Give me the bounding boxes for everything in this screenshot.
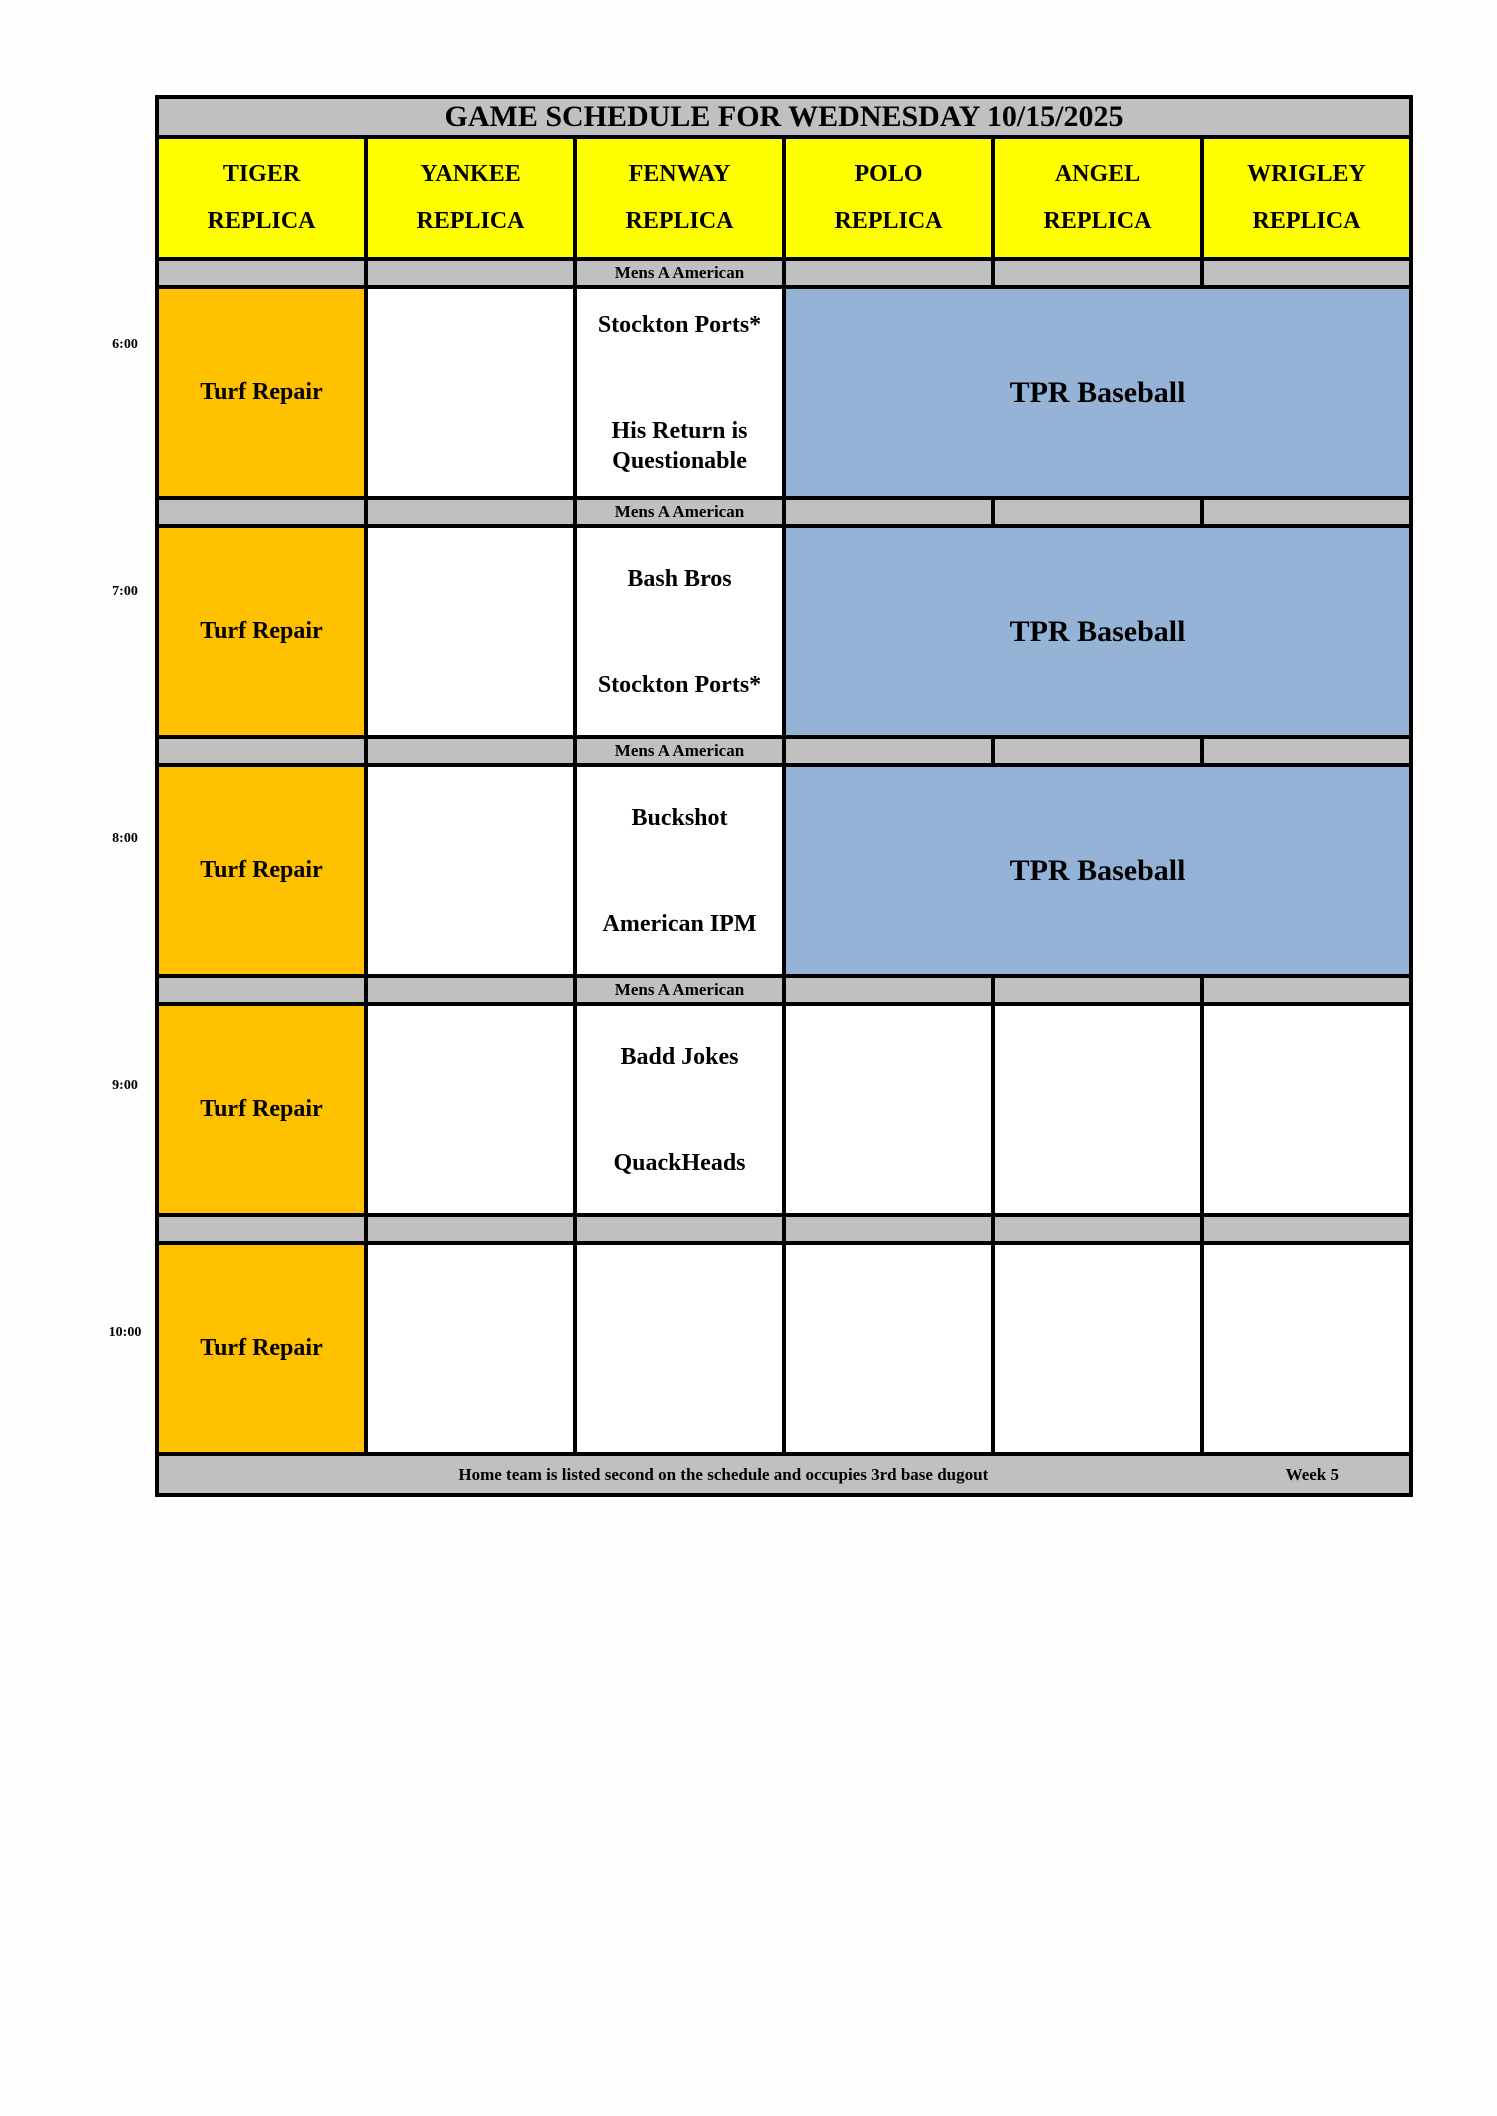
division-empty xyxy=(155,1213,368,1245)
division-empty xyxy=(991,496,1204,528)
footer-note: Home team is listed second on the schedu… xyxy=(458,1464,989,1484)
turf-repair-cell: Turf Repair xyxy=(155,1241,368,1456)
division-row: Mens A American xyxy=(155,496,1413,528)
field-header: WRIGLEY REPLICA xyxy=(1200,135,1413,261)
time-label: 7:00 xyxy=(112,584,138,599)
time-slot-row: Turf Repair xyxy=(155,1241,1413,1456)
field-header-row: TIGER REPLICA YANKEE REPLICA FENWAY REPLICA… xyxy=(155,135,1413,261)
empty-cell xyxy=(364,285,577,500)
division-empty xyxy=(991,257,1204,289)
division-empty xyxy=(155,974,368,1006)
time-label: 9:00 xyxy=(112,1078,138,1093)
turf-repair-cell: Turf Repair xyxy=(155,524,368,739)
division-empty xyxy=(782,257,995,289)
division-row xyxy=(155,1213,1413,1245)
away-team: Stockton Ports* xyxy=(597,311,762,338)
field-header: FENWAY REPLICA xyxy=(573,135,786,261)
division-empty xyxy=(782,974,995,1006)
division-empty xyxy=(991,735,1204,767)
division-empty xyxy=(155,257,368,289)
home-team: QuackHeads xyxy=(613,1149,746,1176)
division-row: Mens A American xyxy=(155,974,1413,1006)
time-slot-row: Turf Repair Bash Bros Stockton Ports* TPR B… xyxy=(155,524,1413,739)
away-team: Badd Jokes xyxy=(620,1043,739,1070)
division-empty xyxy=(782,1213,995,1245)
division-label: Mens A American xyxy=(573,257,786,289)
division-empty xyxy=(364,496,577,528)
turf-repair-cell: Turf Repair xyxy=(155,285,368,500)
division-empty xyxy=(364,974,577,1006)
empty-cell xyxy=(782,1241,995,1456)
division-empty xyxy=(364,735,577,767)
empty-cell xyxy=(364,1241,577,1456)
turf-repair-cell: Turf Repair xyxy=(155,1002,368,1217)
empty-cell xyxy=(573,1241,786,1456)
division-empty xyxy=(155,496,368,528)
empty-cell xyxy=(364,524,577,739)
game-cell: Badd Jokes QuackHeads xyxy=(573,1002,786,1217)
empty-cell xyxy=(991,1241,1204,1456)
field-header: TIGER REPLICA xyxy=(155,135,368,261)
schedule-title: GAME SCHEDULE FOR WEDNESDAY 10/15/2025 xyxy=(155,95,1413,139)
game-cell: Stockton Ports* His Return is Questionabl… xyxy=(573,285,786,500)
time-label: 8:00 xyxy=(112,831,138,846)
game-cell: Bash Bros Stockton Ports* xyxy=(573,524,786,739)
home-team: Stockton Ports* xyxy=(597,671,762,698)
empty-cell xyxy=(782,1002,995,1217)
empty-cell xyxy=(364,763,577,978)
time-slot-row: Turf Repair Badd Jokes QuackHeads xyxy=(155,1002,1413,1217)
division-label: Mens A American xyxy=(573,974,786,1006)
turf-repair-cell: Turf Repair xyxy=(155,763,368,978)
home-team: American IPM xyxy=(602,910,757,937)
division-empty xyxy=(1200,257,1413,289)
division-empty xyxy=(1200,974,1413,1006)
empty-cell xyxy=(1200,1241,1413,1456)
division-empty xyxy=(364,257,577,289)
week-label: Week 5 xyxy=(1285,1464,1339,1484)
home-team: His Return is Questionable xyxy=(611,417,748,474)
division-row: Mens A American xyxy=(155,257,1413,289)
division-empty xyxy=(1200,496,1413,528)
empty-cell xyxy=(1200,1002,1413,1217)
division-label: Mens A American xyxy=(573,496,786,528)
time-label: 6:00 xyxy=(112,337,138,352)
division-empty xyxy=(991,974,1204,1006)
division-empty xyxy=(364,1213,577,1245)
division-empty xyxy=(1200,735,1413,767)
time-slot-row: Turf Repair Stockton Ports* His Return is … xyxy=(155,285,1413,500)
tpr-baseball-cell: TPR Baseball xyxy=(782,285,1413,500)
division-empty xyxy=(782,735,995,767)
division-empty xyxy=(782,496,995,528)
field-header: YANKEE REPLICA xyxy=(364,135,577,261)
tpr-baseball-cell: TPR Baseball xyxy=(782,524,1413,739)
field-header: ANGEL REPLICA xyxy=(991,135,1204,261)
away-team: Bash Bros xyxy=(627,565,732,592)
division-empty xyxy=(1200,1213,1413,1245)
field-header: POLO REPLICA xyxy=(782,135,995,261)
game-schedule-table: GAME SCHEDULE FOR WEDNESDAY 10/15/2025 T… xyxy=(155,95,1413,1497)
division-empty xyxy=(573,1213,786,1245)
empty-cell xyxy=(991,1002,1204,1217)
division-row: Mens A American xyxy=(155,735,1413,767)
away-team: Buckshot xyxy=(631,804,728,831)
time-slot-row: Turf Repair Buckshot American IPM TPR Baseb… xyxy=(155,763,1413,978)
division-empty xyxy=(155,735,368,767)
division-label: Mens A American xyxy=(573,735,786,767)
tpr-baseball-cell: TPR Baseball xyxy=(782,763,1413,978)
time-label: 10:00 xyxy=(108,1325,142,1340)
footer: Home team is listed second on the schedu… xyxy=(155,1452,1413,1497)
empty-cell xyxy=(364,1002,577,1217)
game-cell: Buckshot American IPM xyxy=(573,763,786,978)
division-empty xyxy=(991,1213,1204,1245)
